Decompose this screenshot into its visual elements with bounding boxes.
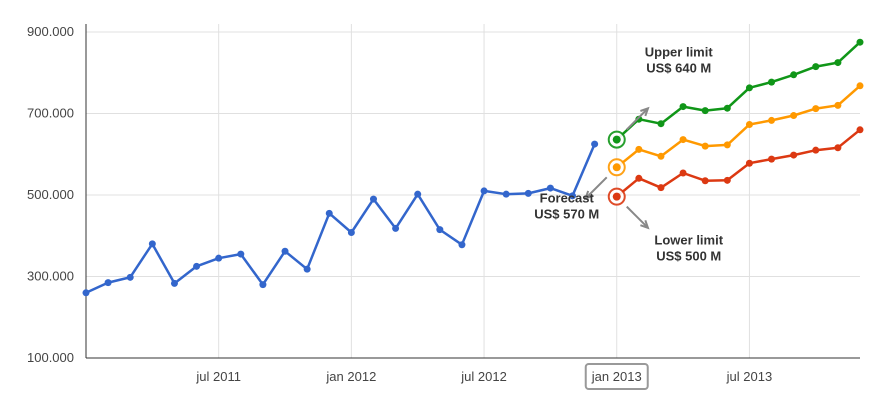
y-tick-label: 900.000 [27,24,74,39]
data-point [392,224,400,232]
annotation-arrow [626,205,649,229]
data-point [414,190,422,198]
data-point [546,184,554,192]
data-point [325,209,333,217]
series-line-1 [615,41,861,141]
data-point [458,241,466,249]
data-point [856,82,864,90]
data-point [281,247,289,255]
y-tick-label: 500.000 [27,187,74,202]
y-axis-tick-labels: 100.000 300.000 500.000 700.000 900.000 [27,24,74,365]
series-line-2 [615,84,861,169]
highlighted-tick-box [584,363,649,390]
annotation-arrowhead [640,219,650,230]
data-point [480,187,488,195]
data-point [104,279,112,287]
data-point [635,145,643,153]
x-tick-label: jul 2012 [460,369,507,384]
highlight-point [612,135,621,144]
x-tick-label: jul 2013 [726,369,773,384]
y-tick-label: 300.000 [27,269,74,284]
y-tick-label: 100.000 [27,350,74,365]
series-line-0 [85,143,596,294]
highlight-point [612,192,621,201]
data-point [148,240,156,248]
annotation-label: US$ 570 M [534,206,599,221]
data-point [790,112,798,120]
data-point [347,228,355,236]
data-point [834,101,842,109]
data-point [856,126,864,134]
data-point [812,146,820,154]
data-point [768,155,776,163]
data-point [502,190,510,198]
y-tick-label: 700.000 [27,106,74,121]
data-point [170,279,178,287]
data-point [215,254,223,262]
data-point [303,265,311,273]
data-point [745,121,753,129]
data-point [812,105,820,113]
annotation-arrow [626,107,649,131]
data-point [524,189,532,197]
data-point [657,120,665,128]
annotation-arrowhead [583,190,594,201]
data-point [635,174,643,182]
data-point [745,84,753,92]
data-point [834,59,842,67]
gridlines [86,24,860,358]
data-point [657,184,665,192]
annotation-label: US$ 500 M [656,249,721,264]
data-point [812,63,820,71]
data-point [701,142,709,150]
series-points [82,38,864,297]
series-lines [85,41,861,294]
x-tick-label: jan 2012 [325,369,376,384]
x-tick-label: jan 2013 [591,369,642,384]
x-tick-label: jul 2011 [195,369,241,384]
data-point [635,115,643,123]
data-point [657,152,665,160]
data-point [591,140,599,148]
series-line-3 [615,128,861,198]
data-point [701,107,709,115]
data-point [82,289,90,297]
annotation-label: Forecast [540,190,595,205]
data-point [126,273,134,281]
x-axis-tick-labels: jul 2011 jan 2012 jul 2012 jan 2013 jul 2013 [195,363,773,390]
data-point [369,195,377,203]
data-point [193,262,201,270]
data-point [569,192,577,200]
data-point [679,136,687,144]
data-point [723,141,731,149]
annotation-label: Lower limit [654,233,723,248]
annotation-arrow [584,176,608,200]
data-point [259,281,267,289]
data-point [723,176,731,184]
data-point [436,226,444,234]
data-point [790,151,798,159]
data-point [679,169,687,177]
annotation-label: US$ 640 M [646,61,711,76]
annotation-label: Upper limit [645,45,714,60]
highlight-point [612,163,621,172]
data-point [790,71,798,79]
data-point [768,78,776,86]
data-point [237,250,245,258]
data-point [768,116,776,124]
data-point [679,103,687,111]
data-point [701,177,709,185]
data-point [723,104,731,112]
data-point [745,159,753,167]
data-point [834,144,842,152]
axes [85,24,860,359]
data-point [856,38,864,46]
annotation-arrowhead [640,106,650,117]
